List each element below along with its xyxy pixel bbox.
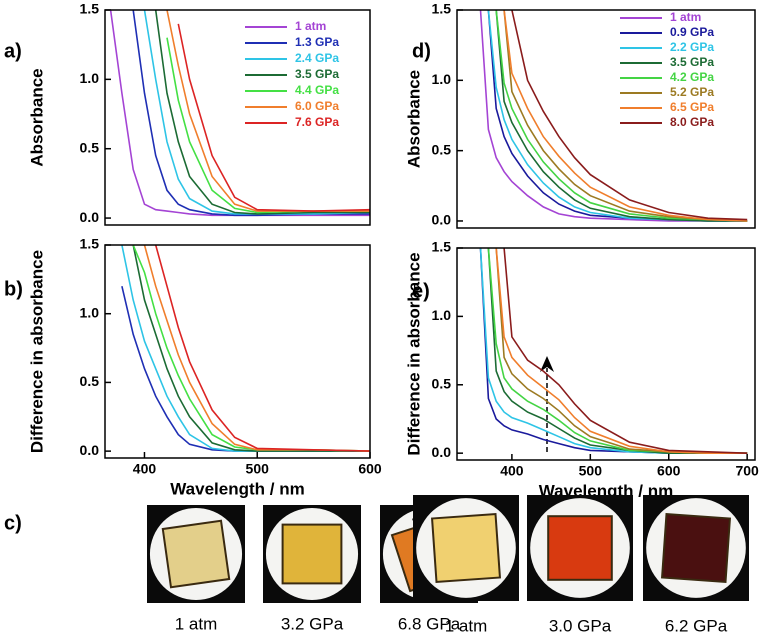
series-line [121,245,370,452]
photo-caption: 3.0 GPa [549,616,612,635]
y-axis-label: Absorbance [27,68,46,166]
panel-chart: e) 0.0 0.5 1.0 1.5 400 500 600 700 Difference in … [404,239,759,501]
legend-label: 4.2 GPa [670,70,714,84]
y-tick-label: 0.5 [432,375,452,391]
panel-chart: a) 0.0 0.5 1.0 1.5 Absorbance 1 atm 1.3 GPa 2.4 … [4,1,371,226]
legend-label: 1 atm [670,10,701,24]
y-axis-label: Absorbance [404,70,423,168]
arrow-head [540,356,554,372]
series-line [495,10,748,222]
plot-frame [456,9,756,229]
legend-label: 4.4 GPa [295,83,339,97]
panel-label: d) [412,40,431,62]
legend-label: 6.5 GPa [670,100,714,114]
legend-label: 3.5 GPa [670,55,714,69]
plot-frame [104,9,371,226]
panel-chart: b) 0.0 0.5 1.0 1.5 400 500 600 Difference in abs… [4,236,382,499]
photo-panel: c) 1 atm 3.2 GPa 6.8 GPa [4,505,478,633]
series-line [132,10,370,217]
photo-crystal [660,512,732,584]
plot-frame [104,244,371,459]
photo-caption: 6.8 GPa [398,614,461,633]
x-tick-label: 400 [500,463,524,479]
photo-crystal [547,515,613,581]
series-line [121,286,370,452]
panel-label: e) [412,280,430,302]
series-line [177,23,370,212]
series-line [143,245,370,452]
series-line [166,10,370,212]
legend-label: 1 atm [295,19,326,33]
y-tick-label: 1.5 [80,1,100,17]
legend-label: 5.2 GPa [670,85,714,99]
y-tick-label: 1.5 [432,239,452,255]
series-line [503,10,748,222]
series-line [495,10,748,222]
legend-label: 6.0 GPa [295,99,339,113]
photo-crystal [430,512,502,584]
legend-label: 2.2 GPa [670,40,714,54]
series-line [495,248,748,454]
photo-crystal [281,523,343,585]
y-tick-label: 1.0 [80,70,100,86]
photo-caption: 6.2 GPa [665,616,728,635]
legend-label: 0.9 GPa [670,25,714,39]
x-axis-label: Wavelength / nm [170,479,304,498]
series-line [495,248,748,454]
series-line [503,10,748,222]
x-tick-label: 600 [657,463,681,479]
photo-caption: 1 atm [175,614,218,633]
panel-label: a) [4,40,22,62]
y-tick-label: 1.0 [432,307,452,323]
y-axis-label: Difference in absorbance [27,250,46,453]
x-tick-label: 700 [735,463,759,479]
photo-crystal [161,519,231,589]
y-tick-label: 0.0 [80,442,100,458]
panel-label: c) [4,512,22,534]
x-tick-label: 400 [133,461,157,477]
y-tick-label: 0.0 [432,212,452,228]
series-line [132,245,370,452]
series-line [487,248,748,454]
x-tick-label: 600 [358,461,382,477]
y-tick-label: 1.0 [432,71,452,87]
x-tick-label: 500 [246,461,270,477]
photo-caption: 3.2 GPa [281,614,344,633]
arrow-annotation [540,356,554,452]
photo-caption: 1 atm [445,616,488,635]
plot-frame [456,247,756,461]
series-line [503,248,748,454]
y-tick-label: 0.0 [432,444,452,460]
y-tick-label: 0.0 [80,209,100,225]
y-tick-label: 0.5 [80,139,100,155]
panel-label: b) [4,278,23,300]
series-line [154,245,370,452]
series-line [154,10,370,215]
y-tick-label: 1.5 [432,1,452,17]
legend-label: 7.6 GPa [295,115,339,129]
y-tick-label: 0.5 [432,141,452,157]
y-tick-label: 1.5 [80,236,100,252]
legend-label: 1.3 GPa [295,35,339,49]
legend-label: 3.5 GPa [295,67,339,81]
y-tick-label: 1.0 [80,304,100,320]
series-line [479,10,748,222]
x-tick-label: 500 [579,463,603,479]
legend-label: 8.0 GPa [670,115,714,129]
y-tick-label: 0.5 [80,373,100,389]
y-axis-label: Difference in absorbance [404,252,423,455]
legend-label: 2.4 GPa [295,51,339,65]
series-line [511,10,748,221]
